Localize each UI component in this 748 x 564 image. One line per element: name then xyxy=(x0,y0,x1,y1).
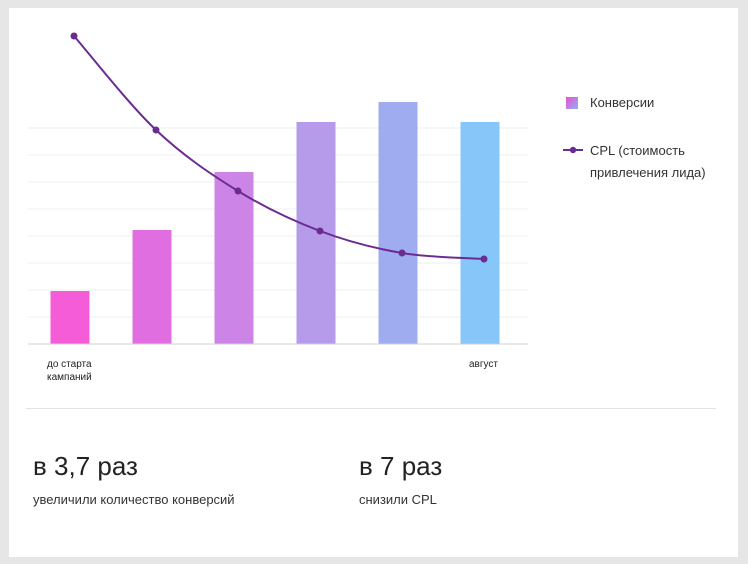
x-tick-label-first: до старта кампаний xyxy=(47,359,92,383)
bar-2 xyxy=(132,230,172,344)
chart-card xyxy=(9,8,738,557)
legend-line-marker xyxy=(563,146,583,154)
cpl-point-2 xyxy=(152,126,160,134)
bar-4 xyxy=(296,122,336,344)
bars xyxy=(50,102,500,344)
bar-1 xyxy=(50,291,90,344)
stat-conversions-value: в 3,7 раз xyxy=(33,451,138,481)
bar-3 xyxy=(214,172,254,344)
cpl-point-3 xyxy=(234,187,242,195)
bar-5 xyxy=(378,102,418,344)
bar-6 xyxy=(460,122,500,344)
cpl-line xyxy=(70,32,488,263)
legend-bars-swatch xyxy=(566,97,578,109)
cpl-point-4 xyxy=(316,227,324,235)
cpl-point-6 xyxy=(480,255,488,263)
cpl-line-path xyxy=(73,35,485,260)
x-tick-label-last: август xyxy=(469,359,498,370)
stat-cpl-value: в 7 раз xyxy=(359,451,443,481)
cpl-point-5 xyxy=(398,249,406,257)
legend-line-label: CPL (стоимость привлечения лида) xyxy=(590,143,706,180)
stat-cpl-desc: снизили CPL xyxy=(359,492,437,507)
cpl-point-1 xyxy=(70,32,78,40)
legend-bars-label: Конверсии xyxy=(590,95,655,110)
divider xyxy=(26,408,716,409)
stat-conversions-desc: увеличили количество конверсий xyxy=(33,492,235,507)
grid-lines xyxy=(28,127,528,318)
